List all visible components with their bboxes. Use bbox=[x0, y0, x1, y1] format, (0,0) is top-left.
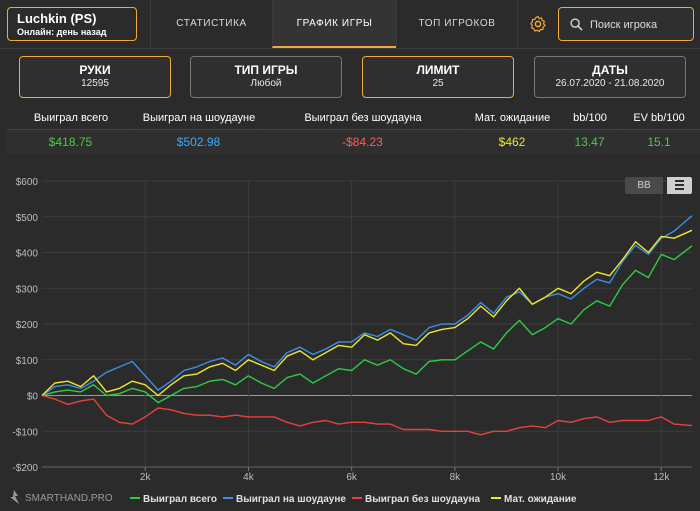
chart-menu-button[interactable] bbox=[667, 177, 692, 194]
tab-statistics[interactable]: СТАТИСТИКА bbox=[150, 0, 272, 48]
filter-label: ЛИМИТ bbox=[416, 63, 460, 77]
series-line-3 bbox=[41, 229, 693, 397]
legend-item[interactable]: Выиграл без шоудауна bbox=[352, 493, 480, 505]
series-line-1 bbox=[41, 215, 693, 397]
summary-value-total: $418.75 bbox=[7, 130, 134, 154]
x-tick-label: 2k bbox=[140, 472, 152, 483]
brand-logo: SMARTHAND.PRO bbox=[10, 490, 113, 504]
y-tick-label: $600 bbox=[16, 177, 39, 188]
filter-hands[interactable]: РУКИ 12595 bbox=[19, 56, 171, 98]
legend-item[interactable]: Мат. ожидание bbox=[491, 494, 577, 505]
x-tick-label: 8k bbox=[450, 472, 462, 483]
summary-header: bb/100 bbox=[573, 112, 607, 124]
summary-header: Мат. ожидание bbox=[474, 112, 551, 124]
filter-value: 26.07.2020 - 21.08.2020 bbox=[555, 78, 665, 89]
x-tick-label: 12k bbox=[653, 472, 670, 483]
y-tick-label: -$100 bbox=[12, 427, 38, 438]
search-icon bbox=[570, 18, 583, 31]
x-tick-label: 4k bbox=[243, 472, 255, 483]
x-tick-label: 10k bbox=[550, 472, 567, 483]
menu-icon-bar bbox=[675, 184, 684, 186]
legend-label: Мат. ожидание bbox=[504, 494, 577, 505]
filter-limit[interactable]: ЛИМИТ 25 bbox=[362, 56, 514, 98]
legend-label: Выиграл без шоудауна bbox=[365, 493, 480, 505]
summary-value-ev: $462 bbox=[463, 130, 561, 154]
player-search-box[interactable] bbox=[558, 7, 694, 41]
brand-text: SMARTHAND.PRO bbox=[25, 493, 113, 504]
y-tick-label: -$200 bbox=[12, 463, 38, 474]
y-tick-label: $200 bbox=[16, 320, 39, 331]
summary-value-non-showdown: -$84.23 bbox=[263, 130, 462, 154]
chart-panel bbox=[7, 172, 700, 511]
summary-header: Выиграл всего bbox=[33, 112, 109, 124]
legend-item[interactable]: Выиграл всего bbox=[130, 494, 217, 505]
legend-label: Выиграл всего bbox=[143, 494, 217, 505]
gear-icon[interactable] bbox=[529, 15, 547, 33]
filter-value: 25 bbox=[432, 78, 444, 89]
filter-dates[interactable]: ДАТЫ 26.07.2020 - 21.08.2020 bbox=[534, 56, 686, 98]
series-line-2 bbox=[41, 394, 693, 436]
summary-value-ev-bb100: 15.1 bbox=[618, 130, 700, 154]
summary-table: Выиграл всего Выиграл на шоудауне Выигра… bbox=[7, 107, 700, 154]
y-tick-label: $100 bbox=[16, 356, 39, 367]
y-tick-label: $500 bbox=[16, 213, 39, 224]
player-status: Онлайн: день назад bbox=[17, 27, 107, 37]
filter-value: Любой bbox=[250, 78, 282, 89]
y-tick-label: $300 bbox=[16, 284, 39, 295]
bb-units-toggle[interactable]: BB bbox=[625, 177, 663, 194]
y-tick-label: $400 bbox=[16, 249, 39, 260]
filter-label: ДАТЫ bbox=[592, 63, 628, 77]
divider bbox=[7, 129, 700, 130]
summary-header: EV bb/100 bbox=[633, 112, 685, 124]
search-input[interactable] bbox=[590, 16, 690, 34]
summary-value-bb100: 13.47 bbox=[562, 130, 617, 154]
menu-icon-bar bbox=[675, 180, 684, 182]
filter-label: ТИП ИГРЫ bbox=[234, 63, 298, 77]
tab-game-chart[interactable]: ГРАФИК ИГРЫ bbox=[272, 0, 396, 48]
y-tick-label: $0 bbox=[27, 392, 39, 403]
summary-value-showdown: $502.98 bbox=[135, 130, 262, 154]
filter-value: 12595 bbox=[81, 78, 109, 89]
legend-label: Выиграл на шоудауне bbox=[236, 494, 346, 505]
player-name: Luchkin (PS) bbox=[17, 11, 97, 26]
series-line-0 bbox=[41, 245, 693, 404]
filter-label: РУКИ bbox=[79, 63, 111, 77]
summary-header: Выиграл на шоудауне bbox=[142, 112, 256, 124]
legend-item[interactable]: Выиграл на шоудауне bbox=[223, 494, 346, 505]
filter-game-type[interactable]: ТИП ИГРЫ Любой bbox=[190, 56, 342, 98]
player-card[interactable]: Luchkin (PS) Онлайн: день назад bbox=[7, 7, 137, 41]
menu-icon-bar bbox=[675, 188, 684, 190]
top-nav-bar: Luchkin (PS) Онлайн: день назад СТАТИСТИ… bbox=[0, 0, 700, 49]
tab-top-players[interactable]: ТОП ИГРОКОВ bbox=[396, 0, 518, 48]
brand-icon bbox=[10, 490, 19, 504]
x-tick-label: 6k bbox=[346, 472, 358, 483]
summary-header: Выиграл без шоудауна bbox=[304, 112, 422, 124]
